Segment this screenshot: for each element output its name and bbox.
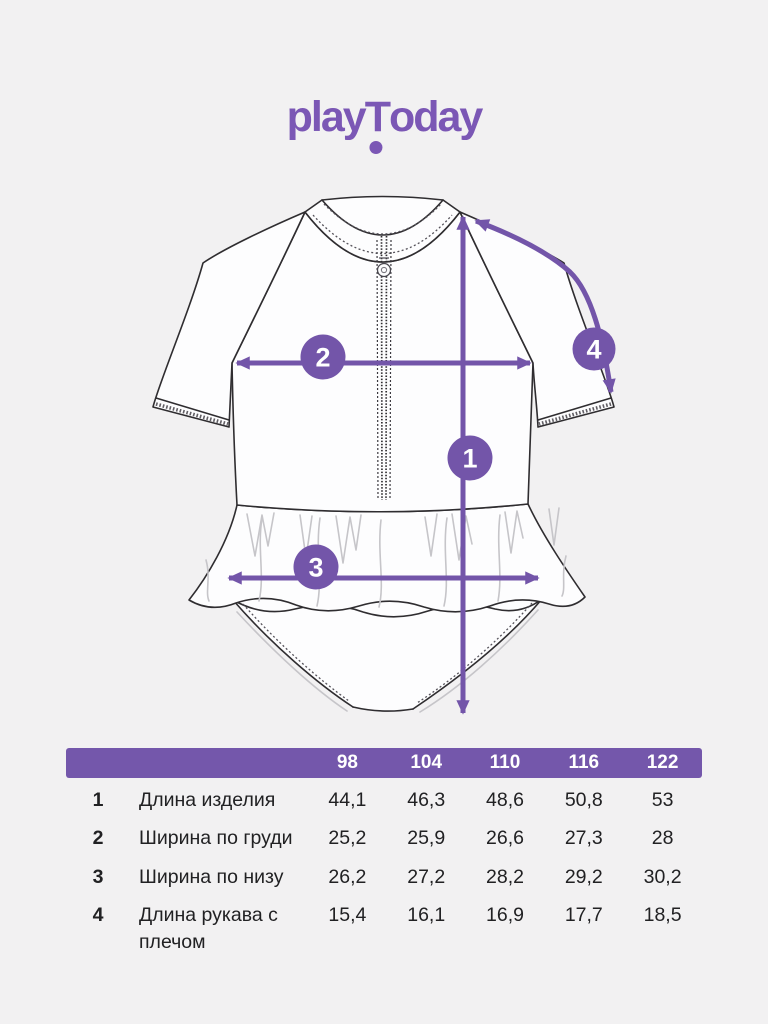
header-size-104: 104 [386, 748, 466, 778]
size-value: 28 [651, 827, 674, 850]
measurement-row-1: 1 Длина изделия 44,1 46,3 48,6 50,8 53 [66, 778, 702, 816]
measurement-row-3: 3 Ширина по низу 26,2 27,2 28,2 29,2 30,… [66, 855, 702, 893]
row-label: Ширина по груди [139, 827, 293, 850]
svg-text:1: 1 [462, 444, 477, 474]
logo-dot-icon [369, 141, 383, 154]
size-value: 48,6 [486, 789, 524, 811]
row-number: 3 [92, 865, 104, 888]
measure-marker-4: 4 [572, 327, 616, 371]
skirt-gather-lines [205, 507, 567, 608]
size-table-header: 98 104 110 116 122 [66, 748, 702, 778]
size-value: 26,6 [486, 827, 524, 850]
measure-marker-1: 1 [447, 435, 493, 481]
row-label: Длина рукава с плечом [139, 903, 278, 954]
collar-sketch [304, 195, 461, 263]
size-value: 15,4 [328, 903, 367, 926]
measurement-arrows: 2 1 3 4 [227, 215, 616, 715]
size-value: 25,2 [328, 827, 367, 850]
measurement-row-2: 2 Ширина по груди 25,2 25,9 26,6 27,3 28 [66, 816, 702, 854]
size-value: 27,3 [564, 827, 603, 850]
measure-marker-3: 3 [293, 544, 339, 590]
zipper-sketch [376, 235, 392, 501]
svg-text:3: 3 [308, 553, 323, 583]
garment-measurement-diagram: 2 1 3 4 [152, 195, 616, 715]
ruffle-skirt-sketch [188, 503, 586, 613]
size-value: 29,2 [564, 865, 603, 888]
zipper-pull-icon [376, 262, 392, 278]
size-value: 46,3 [407, 789, 446, 811]
row-number: 2 [92, 827, 104, 850]
header-size-98: 98 [308, 748, 387, 778]
header-empty-cell [66, 748, 130, 778]
svg-text:2: 2 [315, 343, 330, 373]
row-label: Ширина по низу [139, 865, 284, 888]
measure-marker-2: 2 [300, 334, 346, 380]
size-value: 28,2 [486, 865, 524, 888]
size-value: 16,9 [486, 903, 524, 926]
measurement-row-4: 4 Длина рукава с плечом 15,4 16,1 16,9 1… [66, 893, 702, 959]
briefs-sketch [232, 591, 543, 713]
size-value: 17,7 [564, 903, 603, 926]
size-value: 50,8 [564, 789, 603, 811]
row-label: Длина изделия [139, 789, 276, 811]
size-value: 16,1 [407, 903, 446, 926]
row-number: 4 [92, 903, 104, 926]
size-value: 18,5 [643, 903, 682, 926]
size-value: 27,2 [407, 865, 446, 888]
logo-part-t: T [365, 96, 391, 154]
row-number: 1 [92, 789, 104, 811]
size-table: 98 104 110 116 122 1 Длина изделия 44,1 … [66, 748, 702, 958]
logo-part-oday: oday [388, 93, 483, 141]
logo-part-play: play [286, 93, 367, 141]
size-value: 26,2 [328, 865, 367, 888]
header-size-122: 122 [623, 748, 702, 778]
header-empty-cell [130, 748, 308, 778]
header-size-110: 110 [465, 748, 545, 778]
size-value: 25,9 [407, 827, 446, 850]
header-size-116: 116 [544, 748, 624, 778]
svg-text:4: 4 [586, 335, 601, 365]
size-value: 30,2 [643, 865, 682, 888]
size-value: 44,1 [328, 789, 367, 811]
size-value: 53 [651, 789, 674, 811]
